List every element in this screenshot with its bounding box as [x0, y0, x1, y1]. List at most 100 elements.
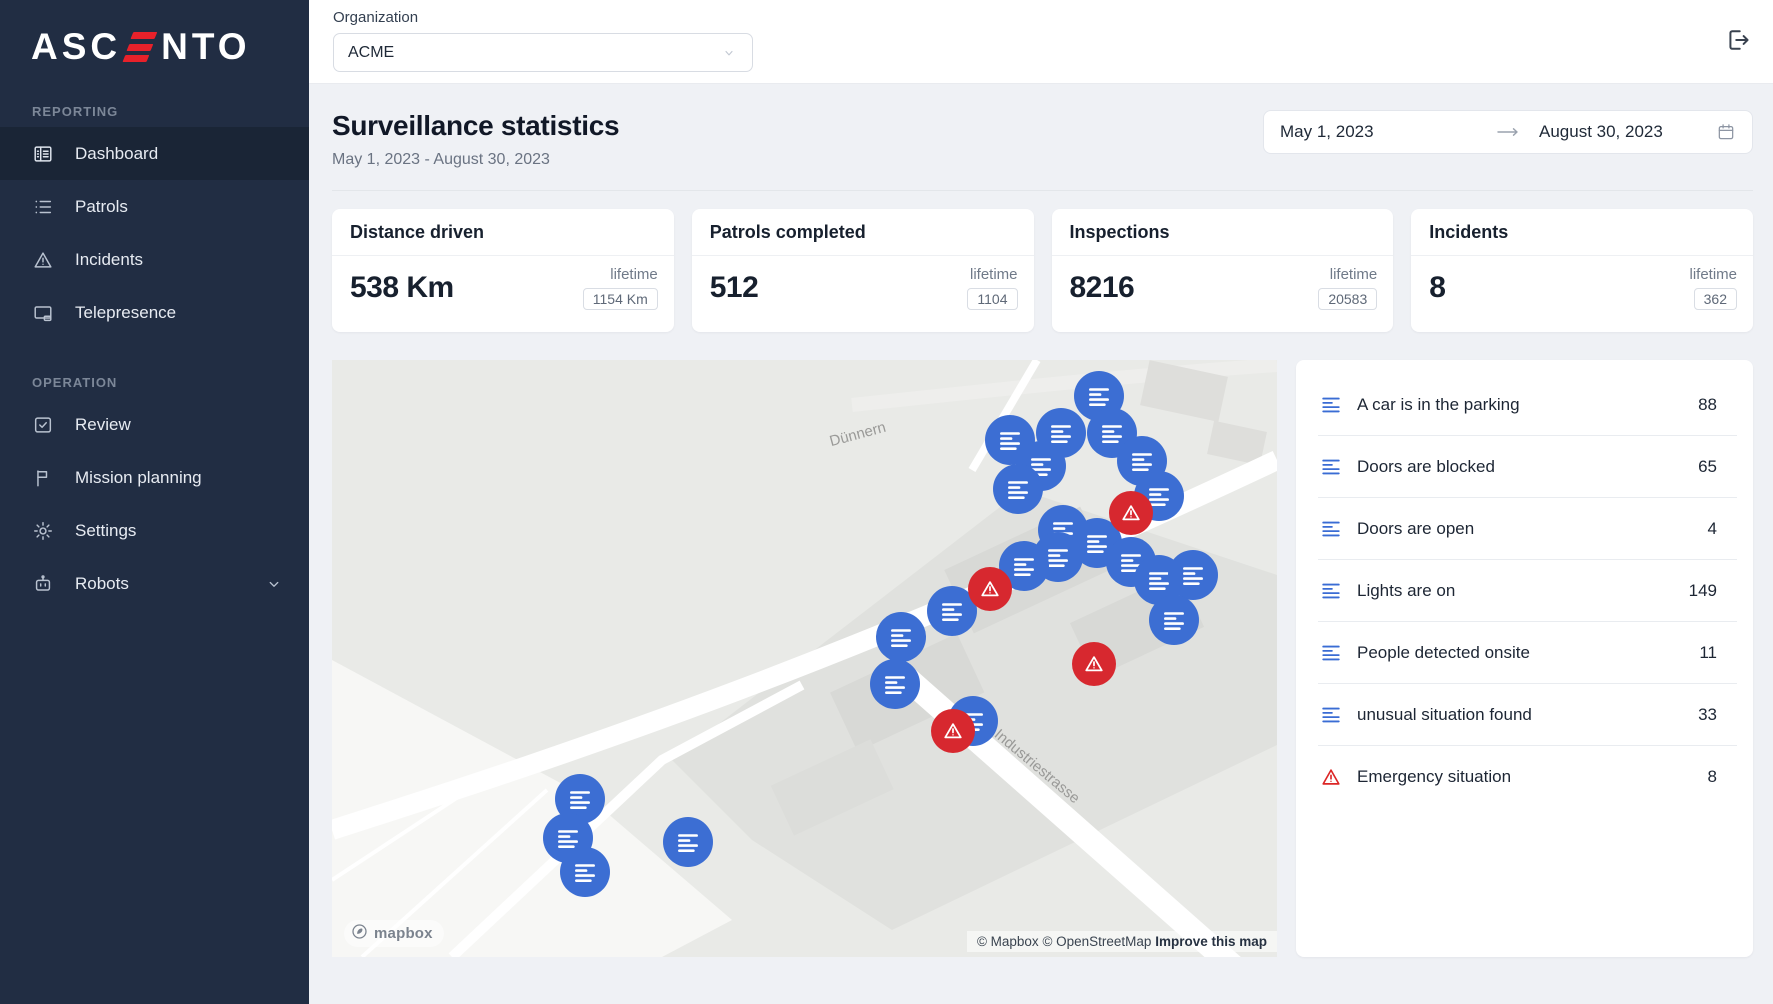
stat-card-title: Patrols completed — [691, 209, 1034, 256]
summary-label: Emergency situation — [1357, 767, 1512, 786]
mapbox-logo-text: mapbox — [374, 925, 433, 942]
page-header: Surveillance statistics May 1, 2023 - Au… — [332, 84, 1753, 191]
sidebar-item-dashboard[interactable]: Dashboard — [0, 127, 309, 180]
summary-row-emergency-situation[interactable]: Emergency situation 8 — [1296, 746, 1753, 808]
sidebar: ASC NTO REPORTING Dashboard Patrols Inci… — [0, 0, 309, 1004]
organization-selected-value: ACME — [348, 43, 395, 61]
sidebar-item-robots[interactable]: Robots — [0, 557, 309, 610]
map-marker-blue[interactable] — [993, 463, 1044, 514]
sidebar-item-review[interactable]: Review — [0, 398, 309, 451]
list-icon — [32, 196, 54, 218]
warning-triangle-icon — [32, 249, 54, 271]
stat-card-title: Incidents — [1411, 209, 1753, 256]
map-marker-blue[interactable] — [1167, 549, 1218, 600]
sidebar-item-label: Settings — [75, 520, 137, 540]
sidebar-item-mission-planning[interactable]: Mission planning — [0, 451, 309, 504]
sidebar-item-label: Dashboard — [75, 143, 159, 163]
attribution-osm[interactable]: © OpenStreetMap — [1042, 934, 1152, 949]
stat-card-incidents: Incidents 8 lifetime 362 — [1411, 209, 1753, 332]
map-marker-blue[interactable] — [1148, 595, 1199, 646]
summary-label: Doors are blocked — [1357, 457, 1495, 476]
attribution-mapbox[interactable]: © Mapbox — [976, 934, 1039, 949]
stat-card-title: Inspections — [1051, 209, 1394, 256]
summary-value: 8 — [1707, 767, 1717, 786]
checkbox-icon — [32, 414, 54, 436]
map-marker-red[interactable] — [1071, 641, 1116, 686]
ascento-logo: ASC NTO — [31, 26, 309, 68]
flag-icon — [32, 467, 54, 489]
sidebar-section-operation: OPERATION — [32, 375, 118, 390]
lifetime-value-badge: 1104 — [967, 288, 1018, 310]
map-marker-blue[interactable] — [663, 816, 714, 867]
organization-label: Organization — [333, 9, 419, 26]
lifetime-value-badge: 20583 — [1318, 288, 1378, 310]
summary-row-car-parking[interactable]: A car is in the parking 88 — [1296, 374, 1753, 436]
map-marker-red[interactable] — [930, 708, 975, 753]
mapbox-logo[interactable]: mapbox — [344, 920, 444, 947]
logout-button[interactable] — [1721, 24, 1755, 58]
sidebar-section-reporting: REPORTING — [32, 104, 119, 119]
summary-label: Lights are on — [1357, 581, 1456, 600]
lifetime-label: lifetime — [1329, 266, 1378, 283]
main-content: Surveillance statistics May 1, 2023 - Au… — [309, 84, 1773, 1004]
topbar: Organization ACME — [309, 0, 1773, 84]
lifetime-value-badge: 362 — [1693, 288, 1737, 310]
warning-triangle-icon — [1320, 766, 1342, 788]
incident-summary-panel: A car is in the parking 88 Doors are blo… — [1296, 360, 1753, 957]
summary-label: unusual situation found — [1357, 705, 1532, 724]
logo-text-suffix: NTO — [161, 26, 251, 67]
summary-label: A car is in the parking — [1357, 395, 1520, 414]
date-range-picker[interactable]: May 1, 2023 August 30, 2023 — [1263, 110, 1753, 154]
stats-row: Distance driven 538 Km lifetime 1154 Km … — [332, 209, 1753, 332]
summary-value: 65 — [1698, 457, 1717, 476]
sidebar-item-settings[interactable]: Settings — [0, 504, 309, 557]
dashboard-icon — [32, 143, 54, 165]
stat-card-value: 538 Km — [350, 271, 454, 304]
summary-row-doors-blocked[interactable]: Doors are blocked 65 — [1296, 436, 1753, 498]
sidebar-item-label: Incidents — [75, 249, 144, 269]
summary-value: 11 — [1699, 643, 1717, 662]
summary-label: People detected onsite — [1357, 643, 1530, 662]
summary-value: 4 — [1707, 519, 1717, 538]
map-markers-layer — [332, 360, 1277, 957]
sidebar-item-label: Robots — [75, 573, 129, 593]
lifetime-label: lifetime — [610, 266, 658, 283]
logo-text-prefix: ASC — [31, 26, 122, 67]
map-attribution: © Mapbox © OpenStreetMap Improve this ma… — [966, 931, 1277, 952]
sidebar-item-patrols[interactable]: Patrols — [0, 180, 309, 233]
lifetime-label: lifetime — [969, 266, 1018, 283]
logo-e-glyph — [122, 29, 158, 65]
stat-card-inspections: Inspections 8216 lifetime 20583 — [1051, 209, 1394, 332]
map-marker-red[interactable] — [967, 567, 1012, 612]
summary-value: 88 — [1698, 395, 1717, 414]
map-marker-blue[interactable] — [875, 612, 926, 662]
date-from-value[interactable]: May 1, 2023 — [1280, 122, 1374, 141]
organization-select[interactable]: ACME — [333, 33, 753, 72]
incident-map[interactable]: Dünnern Industriestrasse mapbox © Mapbox… — [332, 360, 1277, 957]
map-marker-blue[interactable] — [870, 658, 921, 709]
stat-card-value: 8 — [1429, 271, 1446, 304]
page-subtitle: May 1, 2023 - August 30, 2023 — [332, 151, 550, 168]
sidebar-item-label: Mission planning — [75, 467, 202, 487]
sidebar-item-telepresence[interactable]: Telepresence — [0, 286, 309, 339]
lifetime-value-badge: 1154 Km — [582, 288, 658, 310]
summary-row-doors-open[interactable]: Doors are open 4 — [1296, 498, 1753, 560]
date-to-value[interactable]: August 30, 2023 — [1539, 122, 1663, 141]
map-marker-blue[interactable] — [560, 847, 611, 898]
mapbox-logo-icon — [350, 922, 369, 946]
lines-icon — [1320, 704, 1342, 726]
map-marker-red[interactable] — [1109, 490, 1154, 535]
summary-row-unusual-situation[interactable]: unusual situation found 33 — [1296, 684, 1753, 746]
sidebar-item-label: Review — [75, 414, 131, 434]
summary-row-people-detected[interactable]: People detected onsite 11 — [1296, 622, 1753, 684]
stat-card-value: 8216 — [1069, 271, 1135, 304]
gear-icon — [32, 520, 54, 542]
improve-map-link[interactable]: Improve this map — [1155, 934, 1267, 949]
summary-row-lights-on[interactable]: Lights are on 149 — [1296, 560, 1753, 622]
summary-value: 149 — [1688, 581, 1717, 600]
sidebar-item-incidents[interactable]: Incidents — [0, 233, 309, 286]
stat-card-distance-driven: Distance driven 538 Km lifetime 1154 Km — [332, 209, 674, 332]
stat-card-value: 512 — [709, 271, 759, 304]
screen-cast-icon — [32, 302, 54, 324]
